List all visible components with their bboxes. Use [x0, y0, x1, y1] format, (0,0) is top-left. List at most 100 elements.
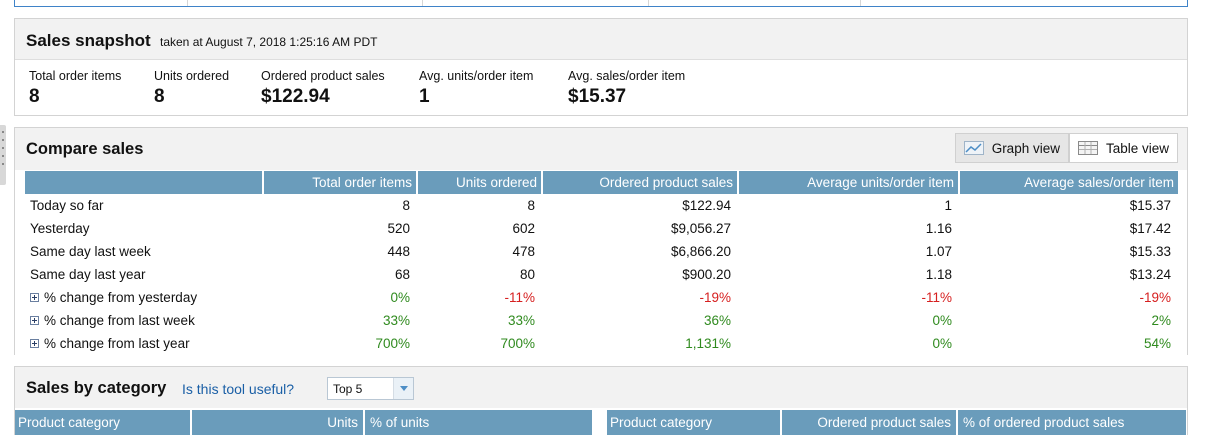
metric-value: $122.94: [261, 86, 330, 107]
table-cell: 520: [387, 221, 410, 236]
expand-plus-icon[interactable]: [30, 293, 39, 302]
table-cell: 1,131%: [685, 336, 731, 351]
table-cell: 478: [512, 244, 535, 259]
table-cell: 68: [394, 267, 410, 282]
table-cell: $15.37: [1129, 198, 1171, 213]
column-header: Average units/order item: [737, 171, 959, 194]
table-row: Today so far 8 8 $122.94 1 $15.37: [25, 194, 1178, 217]
row-label-text: Today so far: [30, 198, 104, 213]
metric-avg-sales-per-order-item: Avg. sales/order item $15.37: [568, 69, 685, 108]
compare-sales-panel: Compare sales Graph view Table view: [14, 127, 1188, 355]
view-toggle: Graph view Table view: [954, 133, 1178, 163]
row-label[interactable]: % change from yesterday: [25, 286, 263, 309]
table-row: Same day last week 448 478 $6,866.20 1.07 $15…: [25, 240, 1178, 263]
table-cell: 33%: [507, 313, 535, 328]
row-label: Today so far: [25, 194, 263, 217]
table-cell: 8: [527, 198, 535, 213]
table-cell: 448: [387, 244, 410, 259]
compare-sales-title: Compare sales: [26, 140, 144, 158]
metric-avg-units-per-order-item: Avg. units/order item 1: [419, 69, 533, 108]
table-cell: 1: [944, 198, 952, 213]
column-header: Ordered product sales: [541, 171, 738, 194]
table-cell: 602: [512, 221, 535, 236]
row-label-text: Same day last week: [30, 244, 151, 259]
metric-value: $15.37: [568, 86, 627, 107]
table-row: % change from last year 700% 700% 1,131% 0% 5…: [25, 332, 1178, 355]
side-drawer-handle[interactable]: [0, 125, 6, 185]
table-cell: -19%: [1139, 290, 1171, 305]
compare-sales-table: Total order items Units ordered Ordered …: [25, 171, 1178, 355]
table-cell: 700%: [375, 336, 410, 351]
row-label-text: Same day last year: [30, 267, 146, 282]
table-cell: 33%: [382, 313, 410, 328]
row-label-text: % change from last week: [44, 313, 195, 328]
metric-label: Units ordered: [154, 69, 230, 83]
metric-value: 8: [29, 86, 40, 107]
sales-by-category-header: Sales by category Is this tool useful? T…: [15, 367, 1187, 408]
metric-total-order-items: Total order items 8: [29, 69, 121, 108]
category-sales-table-header: Product category Ordered product sales %…: [607, 410, 1186, 435]
column-header: % of ordered product sales: [956, 410, 1129, 435]
column-header: Units ordered: [416, 171, 542, 194]
table-cell: $9,056.27: [670, 221, 731, 236]
column-header: Product category: [18, 415, 121, 430]
row-label: Same day last week: [25, 240, 263, 263]
table-cell: 36%: [703, 313, 731, 328]
table-cell: $122.94: [682, 198, 731, 213]
row-label[interactable]: % change from last year: [25, 332, 263, 355]
table-cell: 54%: [1143, 336, 1171, 351]
table-row: % change from yesterday 0% -11% -19% -11% -19…: [25, 286, 1178, 309]
column-header: % of units: [363, 410, 434, 435]
column-header: Product category: [610, 415, 713, 430]
column-header: Average sales/order item: [958, 171, 1178, 194]
row-label-text: % change from last year: [44, 336, 190, 351]
table-view-label: Table view: [1105, 140, 1169, 156]
graph-view-label: Graph view: [991, 140, 1060, 156]
column-header: Ordered product sales: [780, 410, 956, 435]
table-icon: [1077, 141, 1098, 155]
column-header: [25, 171, 263, 194]
table-cell: $900.20: [682, 267, 731, 282]
top-n-select-value: Top 5: [333, 382, 363, 396]
column-header: Total order items: [262, 171, 417, 194]
table-cell: 1.07: [925, 244, 952, 259]
line-graph-icon: [963, 141, 984, 155]
metric-ordered-product-sales: Ordered product sales $122.94: [261, 69, 385, 108]
row-label: Yesterday: [25, 217, 263, 240]
table-cell: -11%: [504, 290, 535, 305]
table-cell: 80: [519, 267, 535, 282]
top-n-select[interactable]: Top 5: [327, 377, 414, 400]
table-cell: 1.16: [925, 221, 952, 236]
table-cell: 0%: [932, 336, 952, 351]
previous-panel-edge: [14, 0, 1188, 7]
metric-label: Total order items: [29, 69, 122, 83]
table-cell: 0%: [390, 290, 410, 305]
metric-value: 1: [419, 86, 430, 107]
chevron-down-icon: [393, 378, 413, 399]
row-label: Same day last year: [25, 263, 263, 286]
expand-plus-icon[interactable]: [30, 339, 39, 348]
sales-snapshot-panel: Sales snapshot taken at August 7, 2018 1…: [14, 18, 1188, 116]
table-cell: -11%: [921, 290, 952, 305]
sales-by-category-panel: Sales by category Is this tool useful? T…: [14, 366, 1188, 435]
row-label-text: Yesterday: [30, 221, 90, 236]
table-view-button[interactable]: Table view: [1068, 133, 1178, 163]
table-cell: $17.42: [1129, 221, 1171, 236]
metric-units-ordered: Units ordered 8: [154, 69, 229, 108]
table-cell: $15.33: [1129, 244, 1171, 259]
tool-feedback-link[interactable]: Is this tool useful?: [182, 381, 295, 397]
row-label-text: % change from yesterday: [44, 290, 198, 305]
table-row: Same day last year 68 80 $900.20 1.18 $13.24: [25, 263, 1178, 286]
metric-label: Avg. units/order item: [419, 69, 534, 83]
table-cell: $13.24: [1129, 267, 1171, 282]
table-row: % change from last week 33% 33% 36% 0% 2%: [25, 309, 1178, 332]
metric-value: 8: [154, 86, 165, 107]
table-cell: -19%: [699, 290, 731, 305]
row-label[interactable]: % change from last week: [25, 309, 263, 332]
table-header-row: Total order items Units ordered Ordered …: [25, 171, 1178, 194]
graph-view-button[interactable]: Graph view: [954, 133, 1069, 163]
sales-snapshot-timestamp: taken at August 7, 2018 1:25:16 AM PDT: [160, 35, 378, 49]
expand-plus-icon[interactable]: [30, 316, 39, 325]
sales-snapshot-header: Sales snapshot taken at August 7, 2018 1…: [15, 19, 1187, 60]
sales-snapshot-title: Sales snapshot: [26, 31, 151, 50]
